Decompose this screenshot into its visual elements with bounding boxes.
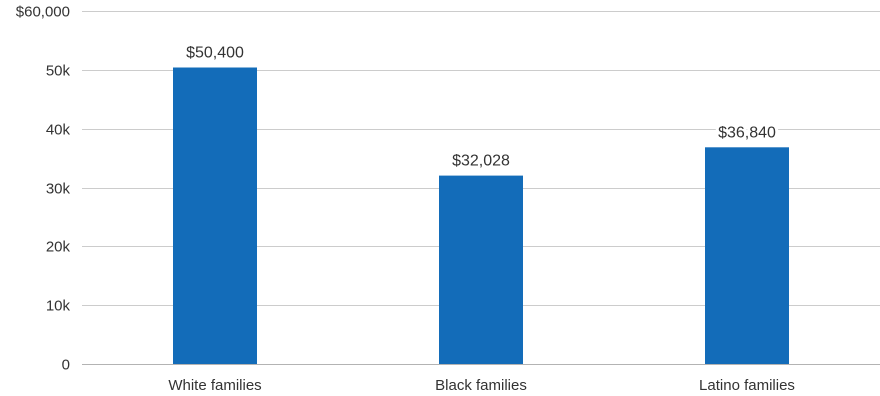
y-tick-label: 0 [62,357,70,374]
x-category-label: White families [168,377,261,394]
x-category-label: Latino families [699,377,795,394]
x-category-label: Black families [435,377,527,394]
bar-data-label: $50,400 [186,45,244,62]
bar [439,175,523,364]
bar-data-label: $36,840 [718,124,776,141]
y-tick-label: 40k [46,122,71,139]
y-axis-tick-labels: 0 10k 20k 30k 40k 50k $60,000 [16,4,71,374]
y-tick-label: 10k [46,298,71,315]
bar-data-label: $32,028 [452,153,510,170]
bar [173,67,257,364]
y-tick-label: 50k [46,63,71,80]
y-tick-label: $60,000 [16,4,70,21]
bars [173,67,789,364]
y-tick-label: 30k [46,181,71,198]
data-labels: $50,400 $32,028 $36,840 [183,42,779,173]
y-tick-label: 20k [46,239,71,256]
bar [705,147,789,364]
x-axis-category-labels: White families Black families Latino famil… [168,377,795,394]
